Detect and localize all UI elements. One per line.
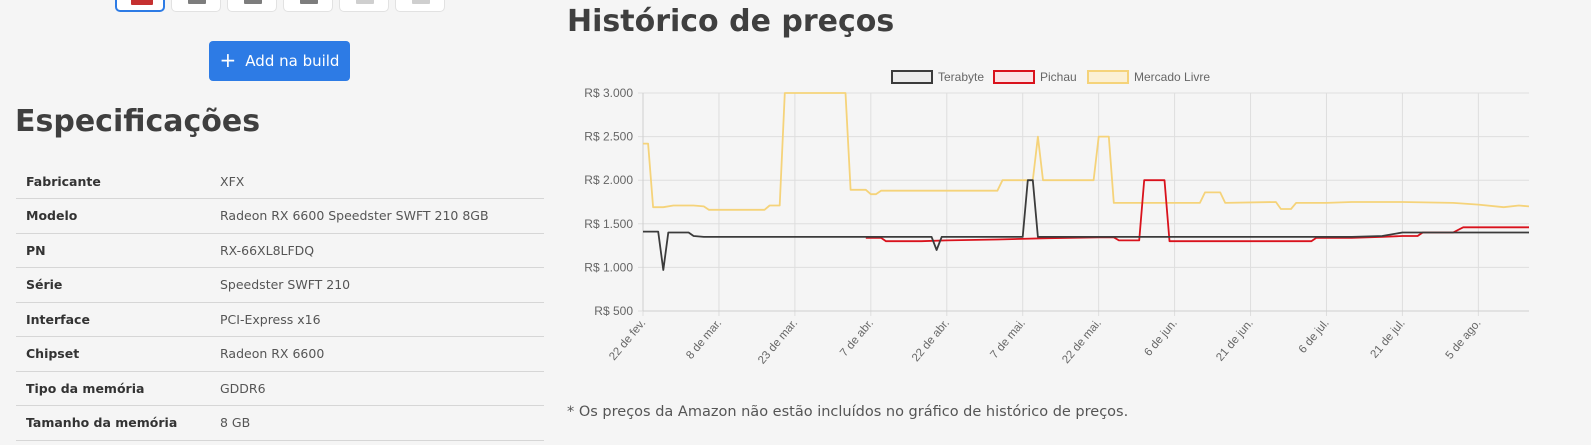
spec-value: RX-66XL8LFDQ <box>220 233 544 268</box>
x-tick-label: 23 de mar. <box>756 317 800 366</box>
product-image-icon <box>244 0 262 4</box>
spec-row: Modelo Radeon RX 6600 Speedster SWFT 210 … <box>16 198 544 234</box>
y-tick-label: R$ 3.000 <box>584 86 633 100</box>
spec-row: Interface PCI-Express x16 <box>16 302 544 337</box>
spec-value: 8 GB <box>220 405 544 441</box>
x-tick-label: 22 de mai. <box>1060 317 1104 366</box>
spec-value: Radeon RX 6600 <box>220 336 544 372</box>
product-image-icon <box>188 0 206 4</box>
price-history-title: Histórico de preços <box>567 4 895 39</box>
spec-key: Interface <box>16 302 220 337</box>
add-to-build-button[interactable]: + Add na build <box>209 41 350 81</box>
x-tick-label: 22 de fev. <box>607 317 648 363</box>
series-line-mercado-livre <box>643 92 1529 211</box>
thumbnail-1[interactable] <box>115 0 165 12</box>
thumbnail-4[interactable] <box>283 0 333 12</box>
spec-key: Modelo <box>16 198 220 234</box>
legend-label: Pichau <box>1040 70 1077 84</box>
y-tick-label: R$ 1.000 <box>584 260 633 274</box>
x-tick-label: 22 de abr. <box>910 317 952 364</box>
x-tick-label: 21 de jun. <box>1214 317 1256 363</box>
x-tick-label: 6 de jun. <box>1142 317 1180 359</box>
x-tick-label: 8 de mar. <box>684 317 724 361</box>
spec-row: Série Speedster SWFT 210 <box>16 267 544 303</box>
product-image-icon <box>412 0 430 4</box>
series-line-terabyte <box>643 179 1529 271</box>
spec-row: Tipo da memória GDDR6 <box>16 371 544 406</box>
y-tick-label: R$ 2.000 <box>584 173 633 187</box>
product-image-icon <box>356 0 374 4</box>
thumbnail-5[interactable] <box>339 0 389 12</box>
add-to-build-label: Add na build <box>245 52 340 70</box>
spec-row: Tamanho da memória 8 GB <box>16 405 544 441</box>
thumbnail-6[interactable] <box>395 0 445 12</box>
y-tick-label: R$ 2.500 <box>584 130 633 144</box>
x-tick-label: 5 de ago. <box>1444 317 1484 361</box>
legend-swatch <box>891 70 933 84</box>
legend-label: Terabyte <box>938 70 984 84</box>
y-tick-label: R$ 1.500 <box>584 217 633 231</box>
legend-swatch <box>993 70 1035 84</box>
spec-key: Fabricante <box>16 164 220 199</box>
thumbnail-3[interactable] <box>227 0 277 12</box>
price-history-chart: R$ 500 R$ 1.000 R$ 1.500 R$ 2.000 R$ 2.500 R$… <box>584 70 1529 367</box>
product-image-icon <box>300 0 318 4</box>
spec-value: Radeon RX 6600 Speedster SWFT 210 8GB <box>220 198 544 234</box>
chart-footnote: * Os preços da Amazon não estão incluído… <box>567 404 1129 420</box>
spec-row: PN RX-66XL8LFDQ <box>16 233 544 268</box>
y-tick-label: R$ 500 <box>594 304 633 318</box>
x-tick-label: 7 de abr. <box>838 317 876 359</box>
product-thumbnails <box>115 0 445 12</box>
x-tick-label: 7 de mai. <box>988 317 1028 361</box>
thumbnail-2[interactable] <box>171 0 221 12</box>
specs-title: Especificações <box>15 104 261 139</box>
spec-key: Tipo da memória <box>16 371 220 406</box>
legend-label: Mercado Livre <box>1134 70 1210 84</box>
product-image-icon <box>131 0 153 5</box>
x-tick-label: 6 de jul. <box>1297 317 1332 356</box>
spec-value: Speedster SWFT 210 <box>220 267 544 303</box>
spec-row: Chipset Radeon RX 6600 <box>16 336 544 372</box>
specs-table: Fabricante XFX Modelo Radeon RX 6600 Speeds… <box>16 164 544 441</box>
spec-key: Tamanho da memória <box>16 405 220 441</box>
legend-swatch <box>1087 70 1129 84</box>
spec-key: Chipset <box>16 336 220 372</box>
plus-icon: + <box>219 48 237 72</box>
x-tick-label: 21 de jul. <box>1369 317 1408 360</box>
spec-value: PCI-Express x16 <box>220 302 544 337</box>
spec-value: GDDR6 <box>220 371 544 406</box>
spec-key: Série <box>16 267 220 303</box>
spec-key: PN <box>16 233 220 268</box>
spec-value: XFX <box>220 164 544 199</box>
spec-row: Fabricante XFX <box>16 164 544 199</box>
